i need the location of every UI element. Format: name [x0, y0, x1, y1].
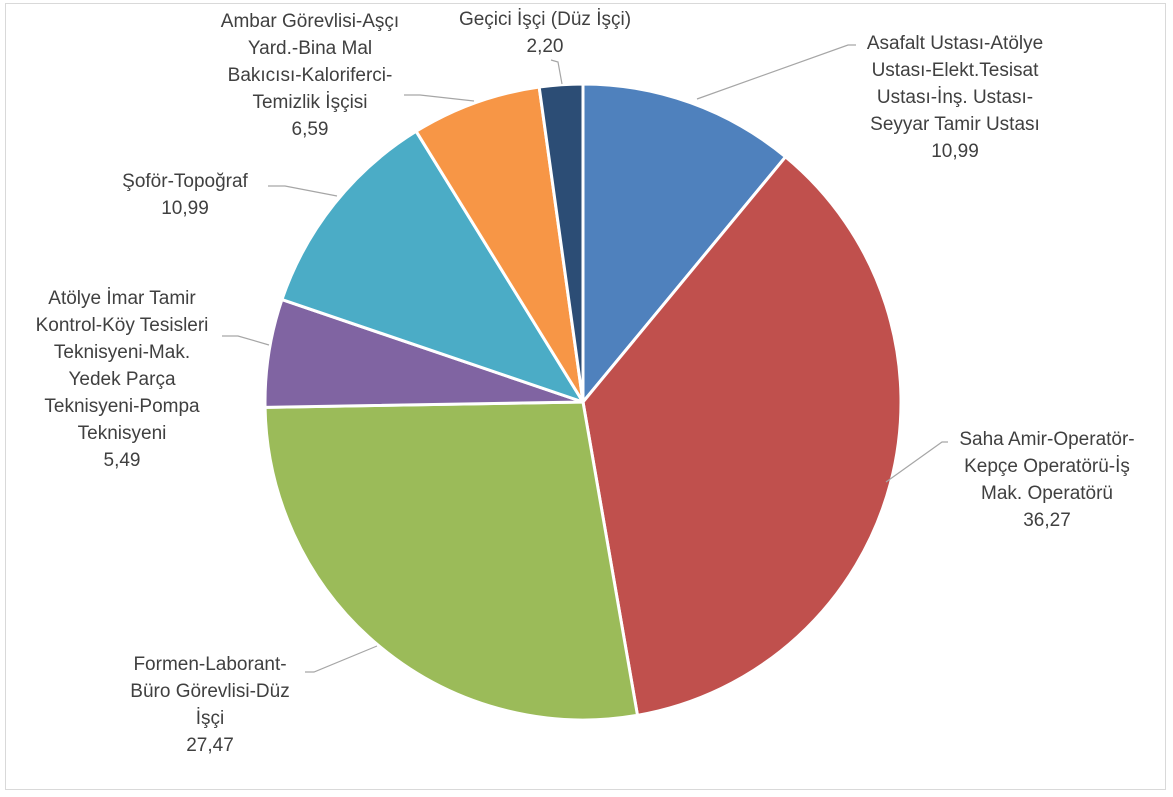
slice-value-label: 27,47: [186, 735, 234, 756]
pie-slice-3: [263, 400, 639, 722]
leader-line-2: [885, 441, 948, 483]
slice-value-label: 10,99: [931, 141, 979, 162]
slice-category-label: Ustası-Elekt.Tesisat: [872, 60, 1040, 81]
slice-category-label: Yedek Parça: [68, 369, 175, 390]
leader-line-7: [550, 59, 563, 85]
slice-category-label: Teknisyeni-Pompa: [44, 396, 200, 417]
slice-label-1: Asafalt Ustası-Atölye Ustası-Elekt.Tesisa…: [867, 33, 1043, 162]
pie-slice-6: [414, 85, 585, 404]
slice-label-6: Ambar Görevlisi-Aşçı Yard.-Bina Mal Bakıcı…: [221, 11, 399, 140]
pie-slice-1: [581, 82, 788, 404]
slice-category-label: Bakıcısı-Kaloriferci-: [228, 65, 393, 86]
slice-category-label: Büro Görevlisi-Düz: [130, 681, 289, 702]
slice-category-label: Yard.-Bina Mal: [248, 38, 372, 59]
slice-label-3: Formen-Laborant- Büro Görevlisi-Düz İşçi 27…: [130, 654, 289, 756]
leader-lines: [222, 44, 948, 673]
leader-line-4: [222, 335, 270, 346]
slice-label-7: Geçici İşçi (Düz İşçi) 2,20: [459, 9, 631, 57]
pie-slices: [263, 82, 903, 722]
slice-category-label: Saha Amir-Operatör-: [959, 429, 1134, 450]
slice-category-label: Mak. Operatörü: [981, 483, 1113, 504]
leader-line-6: [404, 94, 475, 102]
pie-slice-7: [537, 82, 585, 404]
slice-category-label: Ambar Görevlisi-Aşçı: [221, 11, 399, 32]
slice-value-label: 2,20: [527, 36, 564, 57]
slice-category-label: Geçici İşçi (Düz İşçi): [459, 9, 631, 30]
slice-value-label: 10,99: [161, 198, 209, 219]
slice-category-label: Kontrol-Köy Tesisleri: [36, 315, 209, 336]
slice-value-label: 5,49: [104, 450, 141, 471]
slice-label-5: Şoför-Topoğraf 10,99: [122, 171, 248, 219]
slice-category-label: Formen-Laborant-: [133, 654, 286, 675]
slice-category-label: Teknisyeni-Mak.: [54, 342, 190, 363]
slice-category-label: Asafalt Ustası-Atölye: [867, 33, 1043, 54]
pie-slice-5: [280, 129, 585, 404]
slice-category-label: Şoför-Topoğraf: [122, 171, 248, 192]
slice-category-label: İşçi: [196, 708, 225, 729]
slice-value-label: 6,59: [292, 119, 329, 140]
slice-value-label: 36,27: [1023, 510, 1071, 531]
leader-line-3: [305, 645, 378, 673]
slice-category-label: Temizlik İşçisi: [252, 92, 367, 113]
slice-category-label: Seyyar Tamir Ustası: [870, 114, 1040, 135]
slice-category-label: Atölye İmar Tamir: [48, 288, 196, 309]
leader-line-5: [268, 185, 338, 197]
slice-label-4: Atölye İmar Tamir Kontrol-Köy Tesisleri Te…: [36, 288, 209, 471]
slice-category-label: Teknisyeni: [78, 423, 167, 444]
slice-category-label: Kepçe Operatörü-İş: [964, 456, 1130, 477]
slice-label-2: Saha Amir-Operatör- Kepçe Operatörü-İş Mak…: [959, 429, 1134, 531]
pie-slice-2: [581, 155, 903, 717]
slice-labels: Asafalt Ustası-Atölye Ustası-Elekt.Tesisa…: [36, 9, 1135, 756]
slice-category-label: Ustası-İnş. Ustası-: [877, 87, 1033, 108]
leader-line-1: [696, 44, 856, 100]
